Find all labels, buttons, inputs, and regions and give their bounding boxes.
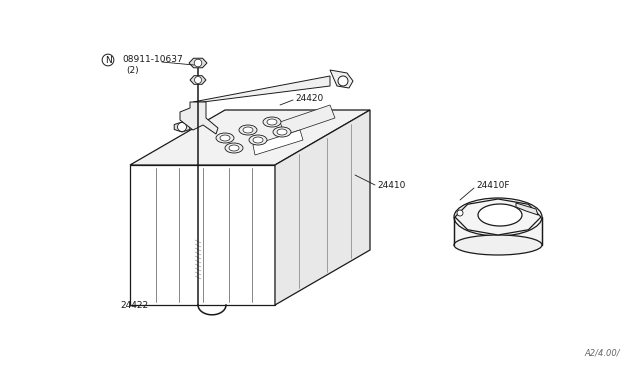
Polygon shape: [454, 217, 542, 245]
Text: 24410F: 24410F: [476, 180, 509, 189]
Circle shape: [457, 210, 463, 216]
Ellipse shape: [263, 117, 281, 127]
Ellipse shape: [216, 133, 234, 143]
Circle shape: [195, 77, 202, 83]
Text: 08911-10637: 08911-10637: [122, 55, 183, 64]
Ellipse shape: [267, 119, 277, 125]
Polygon shape: [190, 76, 206, 84]
Ellipse shape: [239, 125, 257, 135]
Polygon shape: [253, 130, 303, 155]
Polygon shape: [130, 165, 275, 305]
Text: (2): (2): [126, 65, 139, 74]
Circle shape: [194, 59, 202, 67]
Text: 24420: 24420: [295, 93, 323, 103]
Polygon shape: [174, 122, 190, 132]
Polygon shape: [189, 58, 207, 68]
Ellipse shape: [249, 135, 267, 145]
Circle shape: [338, 76, 348, 86]
Ellipse shape: [220, 135, 230, 141]
Polygon shape: [455, 199, 541, 235]
Ellipse shape: [229, 145, 239, 151]
Polygon shape: [180, 102, 218, 134]
Ellipse shape: [455, 236, 541, 254]
Polygon shape: [330, 70, 353, 88]
Ellipse shape: [454, 198, 542, 236]
Ellipse shape: [273, 127, 291, 137]
Polygon shape: [130, 110, 370, 165]
Text: 24422: 24422: [120, 301, 148, 310]
Ellipse shape: [253, 137, 263, 143]
Circle shape: [177, 122, 186, 131]
Text: 24410: 24410: [377, 180, 405, 189]
Ellipse shape: [277, 129, 287, 135]
Ellipse shape: [243, 127, 253, 133]
Polygon shape: [280, 105, 335, 135]
Text: N: N: [104, 55, 111, 64]
Polygon shape: [275, 110, 370, 305]
Ellipse shape: [478, 204, 522, 226]
Polygon shape: [193, 76, 330, 102]
Ellipse shape: [225, 143, 243, 153]
Text: A2/4.00/: A2/4.00/: [584, 349, 620, 358]
Ellipse shape: [454, 235, 542, 255]
Polygon shape: [516, 203, 538, 215]
